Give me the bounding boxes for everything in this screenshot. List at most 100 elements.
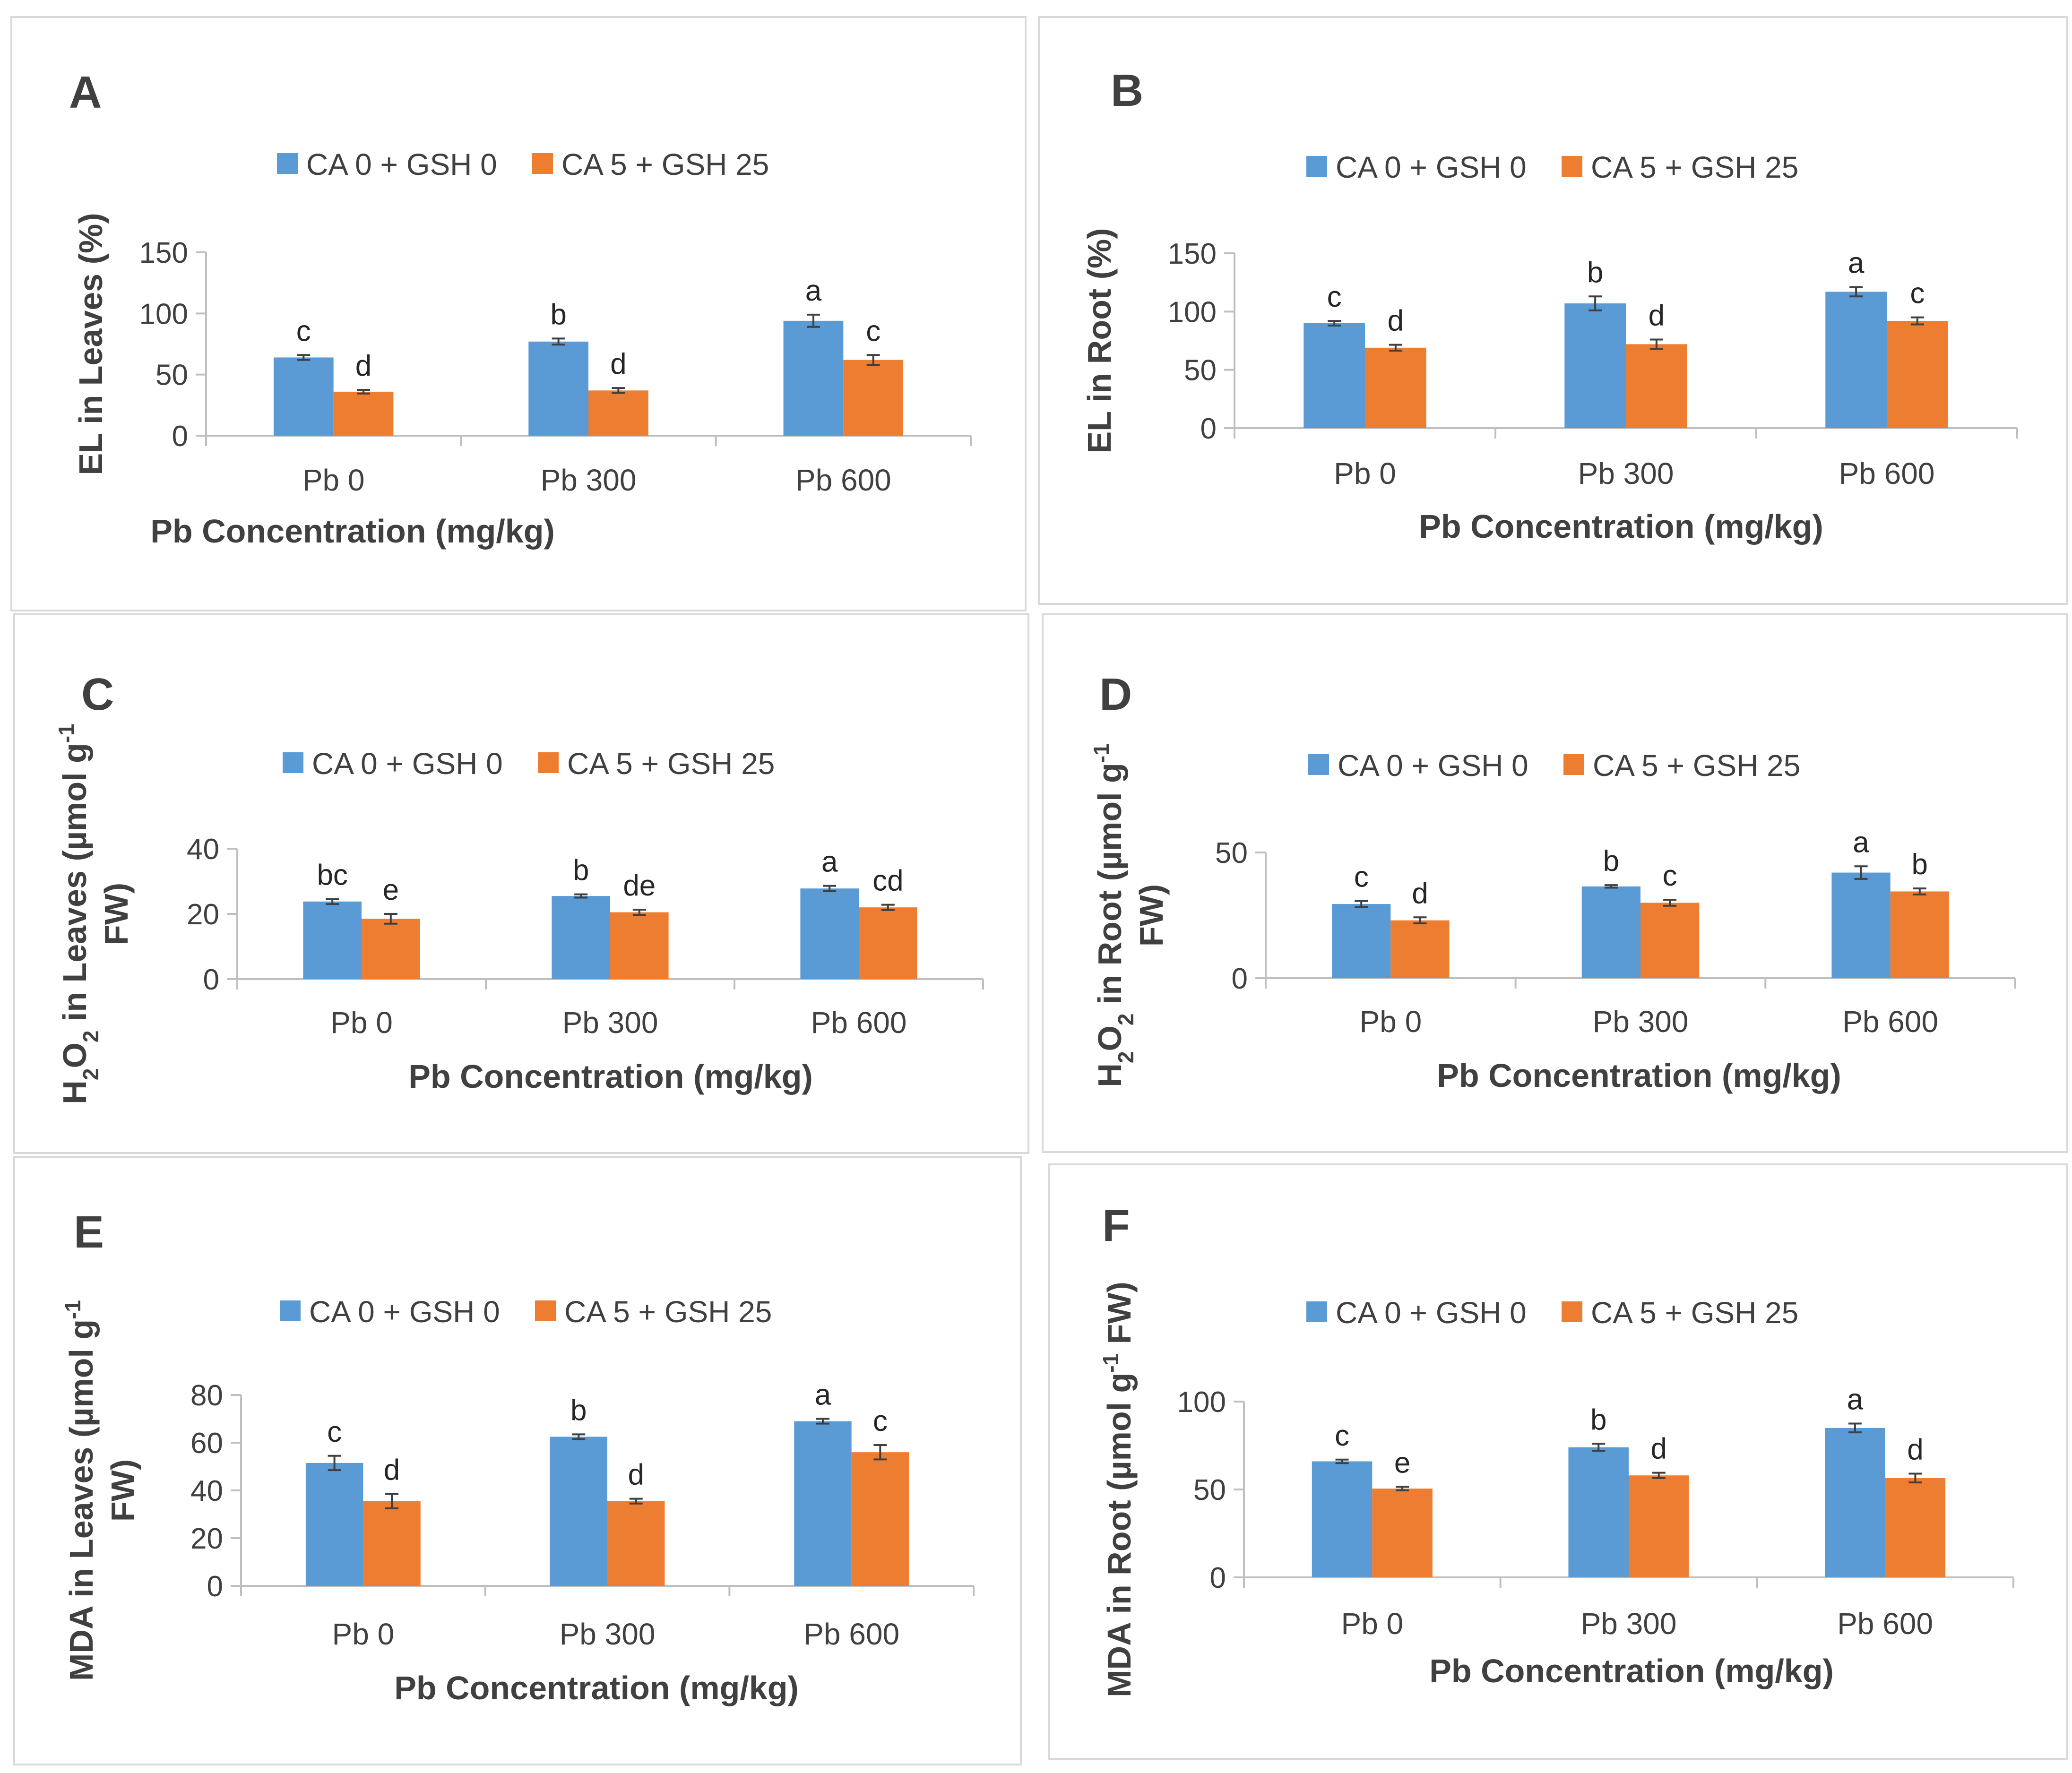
significance-letter-c-s2-c1: e	[383, 874, 399, 906]
category-label-a-3: Pb 600	[795, 463, 891, 497]
y-axis-title-part-f-0: MDA in Root (µmol g	[1101, 1373, 1138, 1697]
legend-label-f-2: CA 5 + GSH 25	[1591, 1296, 1798, 1330]
significance-letter-b-s1-c2: b	[1587, 256, 1603, 289]
significance-letter-a-s2-c2: d	[610, 348, 626, 380]
y-axis-title-e: MDA in Leaves (µmol g-1	[60, 1300, 100, 1681]
category-label-d-1: Pb 0	[1360, 1005, 1422, 1039]
significance-letter-d-s1-c3: a	[1853, 826, 1869, 859]
x-axis-title-c: Pb Concentration (mg/kg)	[408, 1058, 813, 1095]
y-tick-label-e-3: 60	[190, 1427, 223, 1460]
bar-a-s1-c2	[528, 341, 588, 436]
y-tick-label-c-0: 0	[203, 964, 219, 996]
significance-letter-f-s1-c3: a	[1847, 1384, 1864, 1416]
bar-e-s2-c1	[363, 1501, 421, 1586]
category-label-e-3: Pb 600	[803, 1617, 899, 1651]
significance-letter-f-s1-c1: c	[1335, 1420, 1349, 1452]
legend-label-d-2: CA 5 + GSH 25	[1593, 749, 1800, 783]
significance-letter-a-s1-c2: b	[550, 298, 566, 331]
y-tick-label-e-2: 40	[190, 1475, 223, 1507]
y-axis-title-part-d-1: 2	[1114, 1051, 1138, 1064]
y-axis-title-group-d: H2O2 in Root (µmol g-1FW)	[1089, 743, 1170, 1087]
bar-f-s1-c3	[1825, 1428, 1885, 1577]
y-axis-title-group-e: MDA in Leaves (µmol g-1FW)	[60, 1300, 141, 1681]
y-axis-title-f: MDA in Root (µmol g-1 FW)	[1098, 1282, 1138, 1697]
legend-swatch-a-2	[532, 153, 553, 174]
category-label-f-2: Pb 300	[1581, 1607, 1677, 1641]
bar-c-s2-c1	[362, 919, 420, 979]
bar-e-s1-c1	[305, 1463, 363, 1586]
chart-panel-b: B CA 0 + GSH 0 CA 5 + GSH 25 0 50 100 150 Pb 0 c…	[1038, 16, 2068, 605]
legend-swatch-f-2	[1562, 1301, 1582, 1322]
chart-c-svg: C CA 0 + GSH 0 CA 5 + GSH 25 0 20 40 Pb 0 bc e Pb…	[54, 669, 984, 1104]
chart-panel-d: D CA 0 + GSH 0 CA 5 + GSH 25 0 50 Pb 0 c d Pb 30…	[1042, 613, 2068, 1153]
bar-a-s1-c1	[273, 357, 334, 436]
significance-letter-e-s2-c2: d	[628, 1459, 644, 1491]
category-label-a-2: Pb 300	[541, 463, 637, 497]
y-axis-title-part-c-3: 2	[78, 1030, 103, 1042]
bar-f-s2-c3	[1885, 1478, 1946, 1577]
significance-letter-c-s1-c3: a	[821, 846, 838, 878]
panel-label-e: E	[74, 1207, 104, 1257]
y-tick-label-f-2: 100	[1177, 1386, 1226, 1419]
bar-d-s1-c2	[1581, 886, 1640, 978]
significance-letter-c-s1-c2: b	[573, 854, 589, 887]
legend-label-a-1: CA 0 + GSH 0	[306, 147, 497, 181]
significance-letter-c-s1-c1: bc	[317, 859, 347, 891]
legend-swatch-b-1	[1306, 156, 1327, 177]
category-label-c-1: Pb 0	[330, 1006, 393, 1040]
chart-panel-f: F CA 0 + GSH 0 CA 5 + GSH 25 0 50 100 Pb 0 c e Pb…	[1048, 1163, 2068, 1760]
y-tick-label-c-1: 20	[187, 898, 219, 931]
panel-label-d: D	[1099, 669, 1132, 720]
significance-letter-e-s2-c3: c	[873, 1405, 888, 1437]
chart-panel-c: C CA 0 + GSH 0 CA 5 + GSH 25 0 20 40 Pb 0 bc e Pb…	[13, 613, 1029, 1154]
y-axis-title-c: H2O2 in Leaves (µmol g-1	[54, 723, 103, 1104]
significance-letter-c-s2-c3: cd	[872, 865, 903, 897]
panel-label-a: A	[69, 67, 102, 118]
category-label-d-3: Pb 600	[1842, 1005, 1938, 1039]
y-tick-label-c-2: 40	[187, 833, 219, 866]
y-tick-label-f-0: 0	[1210, 1562, 1226, 1594]
y-axis-title-part-c-1: 2	[78, 1068, 103, 1081]
legend-label-e-2: CA 5 + GSH 25	[564, 1295, 772, 1329]
y-axis-title-part-c-5: -1	[54, 723, 78, 743]
y-axis-title-part-c-2: O	[56, 1042, 93, 1068]
bar-b-s2-c2	[1626, 344, 1687, 428]
bar-d-s1-c3	[1831, 872, 1891, 978]
legend-label-c-1: CA 0 + GSH 0	[312, 747, 503, 781]
y-axis-title-part-e-0: MDA in Leaves (µmol g	[63, 1319, 100, 1681]
legend-label-a-2: CA 5 + GSH 25	[561, 147, 769, 181]
y-tick-label-d-1: 50	[1215, 837, 1248, 869]
bar-d-s2-c2	[1640, 903, 1700, 978]
significance-letter-b-s2-c1: d	[1388, 305, 1404, 337]
category-label-c-3: Pb 600	[811, 1006, 907, 1040]
significance-letter-b-s2-c3: c	[1910, 277, 1925, 310]
significance-letter-f-s2-c3: d	[1907, 1434, 1923, 1466]
chart-a-svg: A CA 0 + GSH 0 CA 5 + GSH 25 0 50 100 150 Pb 0 c…	[69, 67, 972, 550]
chart-d-svg: D CA 0 + GSH 0 CA 5 + GSH 25 0 50 Pb 0 c d Pb 30…	[1089, 669, 2016, 1094]
significance-letter-a-s1-c1: c	[296, 315, 311, 347]
y-axis-title-group-b: EL in Root (%)	[1081, 228, 1118, 454]
bar-d-s1-c1	[1332, 904, 1391, 978]
y-tick-label-e-0: 0	[207, 1570, 223, 1603]
category-label-b-1: Pb 0	[1334, 456, 1396, 491]
x-axis-title-a: Pb Concentration (mg/kg)	[150, 513, 555, 550]
significance-letter-d-s1-c1: c	[1354, 861, 1369, 894]
y-tick-label-f-1: 50	[1193, 1474, 1226, 1506]
bar-e-s1-c2	[550, 1437, 607, 1586]
significance-letter-e-s2-c1: d	[384, 1454, 400, 1487]
significance-letter-e-s1-c1: c	[327, 1416, 342, 1448]
bar-c-s1-c2	[552, 896, 610, 979]
category-label-b-3: Pb 600	[1839, 456, 1935, 491]
chart-f-svg: F CA 0 + GSH 0 CA 5 + GSH 25 0 50 100 Pb 0 c e Pb…	[1098, 1200, 2014, 1697]
y-axis-title-part-f-1: -1	[1098, 1353, 1123, 1373]
y-tick-label-b-0: 0	[1200, 413, 1217, 445]
y-tick-label-b-2: 100	[1168, 296, 1217, 328]
bar-f-s1-c1	[1312, 1461, 1373, 1577]
legend-label-b-1: CA 0 + GSH 0	[1336, 150, 1527, 184]
y-axis-title-part-f-2: FW)	[1101, 1282, 1138, 1353]
significance-letter-f-s2-c2: d	[1651, 1433, 1667, 1465]
category-label-d-2: Pb 300	[1593, 1005, 1689, 1039]
bar-c-s1-c1	[303, 901, 362, 979]
y-axis-title-part-d-3: 2	[1114, 1013, 1138, 1025]
y-axis-title-part-c-0: H	[56, 1080, 93, 1104]
